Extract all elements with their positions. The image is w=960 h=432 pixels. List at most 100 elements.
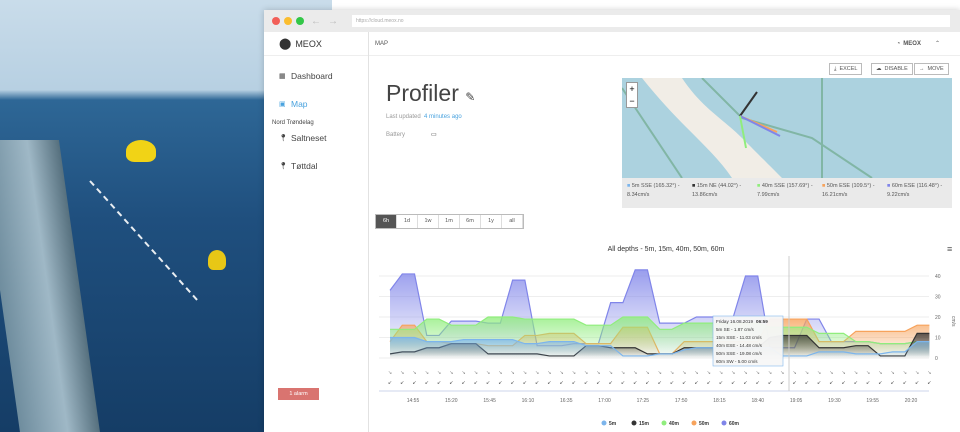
line-40m[interactable] [390,316,930,345]
direction-arrow: ↘ [449,370,453,376]
direction-arrow: ↙ [792,380,796,386]
last-updated-label: Last updated [386,114,421,120]
area-5m [390,337,930,358]
direction-arrow: ↙ [694,380,698,386]
x-tick-label: 19:30 [828,398,841,404]
legend-text: 40m SSE (157.69°) - 7.99cm/s [757,183,813,198]
battery-label: Battery [386,132,406,138]
direction-arrow: ↙ [707,380,711,386]
legend-text: 5m SSE (165.32°) - 8.34cm/s [627,183,680,198]
legend-text: 15m NE (44.02°) - 13.86cm/s [692,183,742,198]
direction-arrow: ↙ [400,380,404,386]
direction-arrow: ↙ [474,380,478,386]
line-5m[interactable] [390,336,930,357]
direction-arrow: ↘ [719,370,723,376]
x-tick-label: 20:20 [905,398,918,404]
sidebar-item-tottdal[interactable]: 📍︎ Tøttdal [264,158,368,174]
zoom-in-button[interactable]: + [629,84,635,94]
direction-arrow: ↘ [829,370,833,376]
excel-button[interactable]: ⤓ EXCEL [829,63,863,75]
sidebar-item-map[interactable]: ▣ Map [264,96,368,112]
legend-item-5m[interactable]: 5m [609,421,617,427]
legend-item-15m[interactable]: 15m [639,421,650,427]
breadcrumb: MAP [375,40,389,47]
direction-arrow: ↘ [645,370,649,376]
direction-arrow: ↙ [768,380,772,386]
maximize-dot[interactable] [296,17,304,25]
direction-arrow: ↙ [486,380,490,386]
range-all[interactable]: all [502,215,523,228]
user-menu[interactable]: ◔ MEOX [897,41,921,47]
move-button[interactable]: → MOVE [914,63,949,75]
direction-arrow: ↘ [670,370,674,376]
direction-arrow: ↙ [658,380,662,386]
back-icon[interactable]: ← [311,15,321,27]
direction-arrow: ↘ [535,370,539,376]
range-6m[interactable]: 6m [460,215,481,228]
title-text: Profiler [386,80,459,106]
range-6h[interactable]: 6h [376,215,397,228]
logo[interactable]: ⬤ MEOX [264,32,368,56]
direction-arrow: ↘ [474,370,478,376]
sidebar-item-dashboard[interactable]: ▦ Dashboard [264,68,368,84]
legend-marker [601,420,607,426]
legend-item-40m[interactable]: 40m [669,421,680,427]
chart-menu-icon[interactable]: ≡ [947,244,952,254]
y-tick-label: 40 [935,274,941,280]
map[interactable]: + − [622,78,952,178]
direction-arrow: ↙ [596,380,600,386]
direction-arrow: ↙ [780,380,784,386]
x-tick-label: 16:35 [560,398,573,404]
direction-arrow: ↙ [609,380,613,386]
legend-dot: ■ [822,183,826,189]
edit-icon[interactable]: ✎ [465,90,476,104]
range-1m[interactable]: 1m [439,215,460,228]
url-bar[interactable]: https://cloud.meox.no [352,15,950,27]
sidebar: ⬤ MEOX ▦ Dashboard ▣ Map Nord Trøndelag 📍︎ S… [264,32,369,432]
x-tick-label: 15:45 [483,398,496,404]
disable-button[interactable]: ☁ DISABLE [871,63,913,75]
legend-marker [661,420,667,426]
y-tick-label: 30 [935,295,941,301]
alarm-button[interactable]: 1 alarm [278,388,319,400]
sidebar-item-label: Map [291,99,308,109]
direction-arrow: ↘ [498,370,502,376]
direction-arrow: ↘ [817,370,821,376]
zoom-out-button[interactable]: − [629,96,635,106]
x-tick-label: 15:20 [445,398,458,404]
sidebar-item-saltneset[interactable]: 📍︎ Saltneset [264,130,368,146]
legend-item-50m[interactable]: 50m [699,421,710,427]
direction-arrow: ↘ [756,370,760,376]
range-1d[interactable]: 1d [397,215,418,228]
direction-arrow: ↙ [891,380,895,386]
browser-chrome: ← → https://cloud.meox.no [264,10,960,32]
direction-arrow: ↙ [927,380,931,386]
rope [89,180,198,301]
direction-arrow: ↘ [388,370,392,376]
map-legend: ■ 5m SSE (165.32°) - 8.34cm/s ■ 15m NE (4… [622,178,952,208]
legend-item-60m[interactable]: 60m [729,421,740,427]
range-1w[interactable]: 1w [418,215,439,228]
range-1y[interactable]: 1y [481,215,502,228]
y-tick-label: 10 [935,336,941,342]
sidebar-item-label: Saltneset [291,133,327,143]
direction-arrow: ↘ [805,370,809,376]
forward-icon[interactable]: → [328,15,338,27]
direction-arrow: ↙ [731,380,735,386]
chart-title: All depths - 5m, 15m, 40m, 50m, 60m [608,246,725,253]
direction-arrow: ↘ [927,370,931,376]
legend-dot: ■ [692,183,696,189]
close-dot[interactable] [272,17,280,25]
zoom-control: + − [626,82,638,108]
map-legend-item: ■ 50m ESE (109.5°) - 16.21cm/s [822,182,882,204]
y-tick-label: 0 [935,356,938,362]
legend-marker [691,420,697,426]
chevron-up-icon[interactable]: ⌃ [934,41,940,47]
direction-arrow: ↙ [756,380,760,386]
minimize-dot[interactable] [284,17,292,25]
direction-arrow: ↘ [510,370,514,376]
boat-hull [0,140,102,432]
x-tick-label: 17:25 [637,398,650,404]
last-updated: Last updated 4 minutes ago [386,114,462,120]
direction-arrow: ↙ [523,380,527,386]
